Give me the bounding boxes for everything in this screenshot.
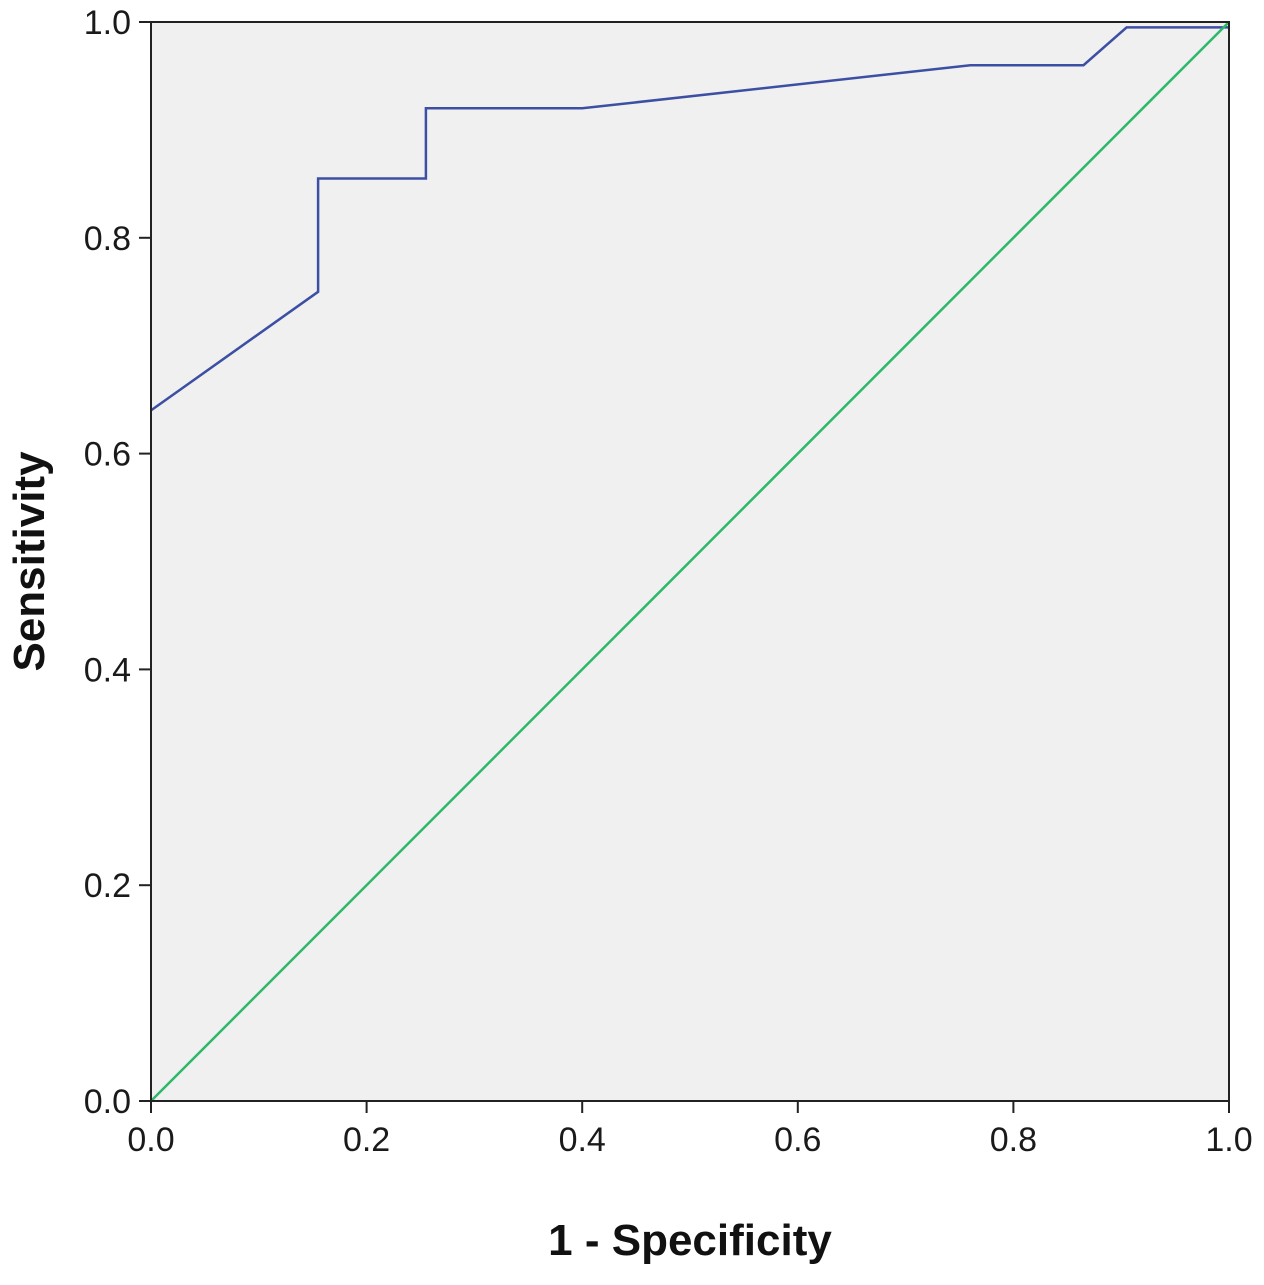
- series-layer: [150, 21, 1230, 1102]
- x-tick-label: 0.4: [559, 1121, 606, 1159]
- reference-diagonal-line: [150, 21, 1230, 1102]
- plot-frame: [150, 21, 1230, 1102]
- y-axis-title: Sensitivity: [5, 451, 54, 672]
- roc-curve-line: [150, 26, 1229, 412]
- x-tick-label: 0.0: [127, 1121, 174, 1159]
- y-tick-label: 0.6: [84, 436, 131, 474]
- y-tick-label: 0.0: [84, 1083, 131, 1121]
- x-tick-label: 0.8: [990, 1121, 1037, 1159]
- y-tick-label: 0.8: [84, 220, 131, 258]
- x-tick-label: 1.0: [1205, 1121, 1252, 1159]
- y-axis: 0.0 0.2 0.4 0.6 0.8 1.0: [84, 4, 151, 1121]
- x-axis: 0.0 0.2 0.4 0.6 0.8 1.0: [127, 1101, 1253, 1159]
- x-axis-title: 1 - Specificity: [548, 1216, 832, 1265]
- x-tick-label: 0.2: [343, 1121, 390, 1159]
- y-tick-label: 0.2: [84, 867, 131, 905]
- y-tick-label: 1.0: [84, 4, 131, 42]
- y-tick-label: 0.4: [84, 651, 131, 689]
- x-tick-label: 0.6: [774, 1121, 821, 1159]
